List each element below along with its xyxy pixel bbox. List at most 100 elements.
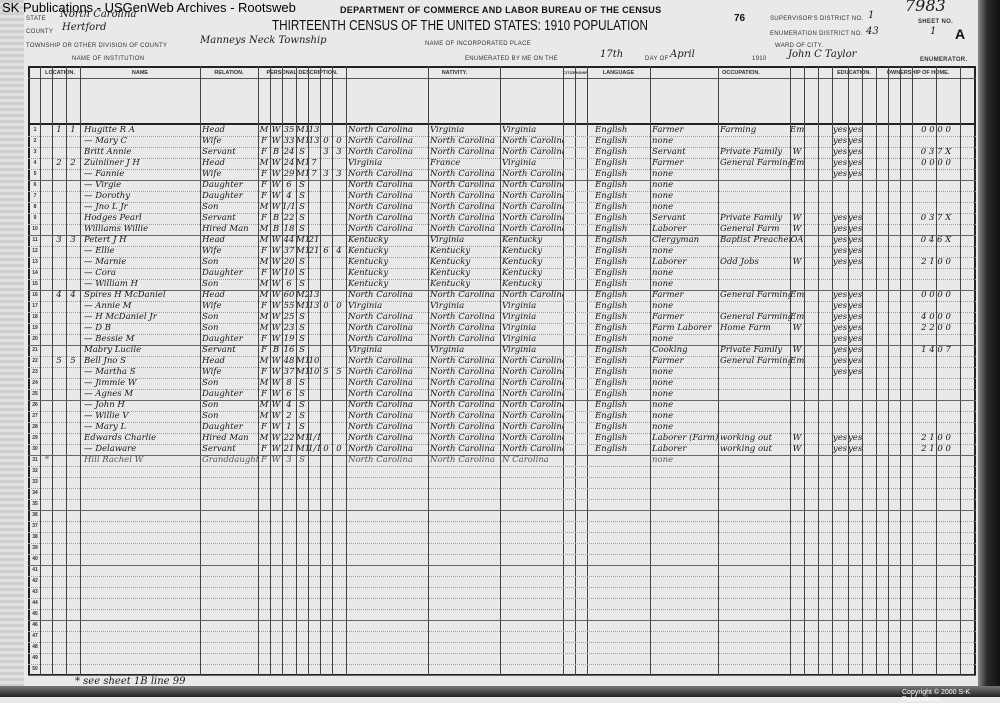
cell-race: W — [271, 378, 281, 388]
cell-relation: Son — [202, 400, 219, 410]
line-number: 8 — [33, 204, 37, 210]
cell-race: W — [271, 279, 281, 289]
cell-age: 18 — [283, 224, 295, 234]
cell-sex: M — [259, 290, 269, 300]
cell-marital: S — [299, 224, 305, 234]
cell-mother-birthplace: North Carolina — [502, 213, 563, 223]
row-rule — [28, 334, 976, 335]
cell-name: — John H — [84, 400, 125, 410]
cell-birthplace: North Carolina — [348, 334, 413, 344]
cell-language: English — [595, 356, 628, 366]
line-number: 23 — [32, 369, 38, 375]
cell-name: Bell Jno S — [84, 356, 126, 366]
cell-sex: F — [261, 389, 267, 399]
cell-sex: F — [261, 191, 267, 201]
cell-marital: M1 — [296, 356, 308, 366]
cell-race: W — [271, 312, 281, 322]
cell-language: English — [595, 411, 628, 421]
cell-born: 3 — [323, 169, 329, 179]
cell-race: W — [271, 257, 281, 267]
cell-read: yes — [832, 444, 848, 454]
cell-relation: Wife — [202, 136, 222, 146]
cell-age: 33 — [283, 136, 295, 146]
cell-language: English — [595, 301, 628, 311]
scan-edge-left — [0, 0, 24, 697]
ward-label: Ward of city. — [775, 43, 824, 49]
cell-name: — Annie M — [84, 301, 132, 311]
cell-mother-birthplace: North Carolina — [502, 422, 563, 432]
row-rule — [28, 488, 976, 489]
cell-father-birthplace: North Carolina — [430, 422, 495, 432]
cell-write: yes — [848, 323, 862, 333]
line-number: 34 — [32, 490, 38, 496]
cell-write: yes — [848, 235, 862, 245]
cell-age: 19 — [283, 334, 295, 344]
cell-mother-birthplace: Kentucky — [502, 246, 543, 256]
cell-name: — Delaware — [84, 444, 137, 454]
cell-race: W — [271, 411, 281, 421]
header-language: Language — [602, 70, 635, 76]
cell-occupation: Laborer (Farm) — [652, 433, 718, 443]
cell-sex: M — [259, 323, 269, 333]
cell-age: 22 — [283, 213, 295, 223]
cell-language: English — [595, 136, 628, 146]
cell-living: 0 — [336, 301, 342, 311]
cell-birthplace: North Carolina — [348, 433, 413, 443]
cell-sex: M — [259, 356, 269, 366]
column-divider — [80, 66, 81, 676]
cell-race: W — [271, 455, 281, 465]
cell-marital: S — [299, 345, 305, 355]
cell-age: 22 — [283, 433, 295, 443]
cell-mother-birthplace: North Carolina — [502, 202, 563, 212]
cell-age: 6 — [286, 389, 292, 399]
row-rule — [28, 323, 976, 324]
column-divider — [428, 66, 429, 676]
row-rule — [28, 279, 976, 280]
cell-occupation: none — [652, 389, 674, 399]
sheet-number: 1 — [930, 26, 937, 37]
column-divider — [258, 66, 259, 676]
cell-mother-birthplace: North Carolina — [502, 400, 563, 410]
cell-sex: M — [259, 224, 269, 234]
cell-relation: Daughter — [202, 334, 243, 344]
cell-employer: W — [792, 323, 802, 333]
cell-marital: S — [299, 334, 305, 344]
cell-relation: Daughter — [202, 422, 243, 432]
cell-write: yes — [848, 147, 862, 157]
column-divider — [346, 66, 347, 676]
cell-born: 6 — [323, 246, 329, 256]
cell-occupation: Farmer — [652, 158, 684, 168]
row-rule — [28, 664, 976, 665]
line-number: 1 — [33, 127, 37, 133]
cell-marital: S — [299, 422, 305, 432]
row-rule — [28, 653, 976, 654]
cell-born — [320, 125, 332, 136]
cell-mother-birthplace: Virginia — [502, 125, 537, 135]
cell-write: yes — [848, 125, 862, 135]
cell-father-birthplace: Kentucky — [430, 279, 471, 289]
cell-occupation: none — [652, 367, 674, 377]
cell-employer: Emp — [790, 356, 804, 366]
cell-occupation: none — [652, 191, 674, 201]
enumeration-district-label: Enumeration District No. — [770, 31, 863, 37]
line-number: 27 — [32, 413, 38, 419]
cell-sex: F — [261, 422, 267, 432]
line-number: 42 — [32, 578, 38, 584]
cell-write: yes — [848, 224, 862, 234]
cell-relation: Wife — [202, 301, 222, 311]
cell-name: — Mary C — [84, 136, 128, 146]
cell-sex: F — [261, 455, 267, 465]
column-divider — [790, 66, 791, 676]
column-divider — [936, 66, 937, 676]
cell-mother-birthplace: Virginia — [502, 158, 537, 168]
cell-mother-birthplace: North Carolina — [502, 191, 563, 201]
line-number: 29 — [32, 435, 38, 441]
cell-age: 29 — [283, 169, 295, 179]
cell-employer: W — [792, 257, 802, 267]
cell-age: 4 — [286, 400, 292, 410]
cell-birthplace: North Carolina — [348, 323, 413, 333]
cell-marital: S — [299, 455, 305, 465]
cell-read: yes — [832, 312, 848, 322]
cell-sex: F — [261, 136, 267, 146]
cell-marital: S — [299, 191, 305, 201]
